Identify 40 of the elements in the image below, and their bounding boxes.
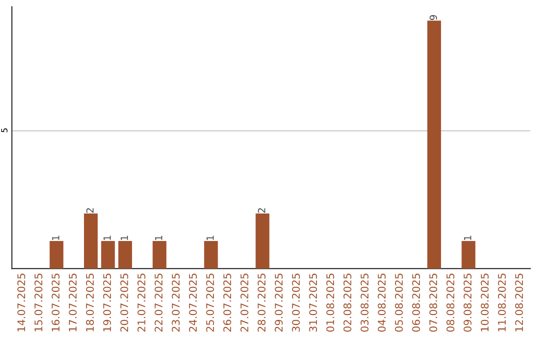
data-label: 2: [258, 208, 266, 213]
x-tick-label: 18.07.2025: [86, 274, 94, 332]
x-tick-label: 08.08.2025: [446, 274, 454, 332]
x-tick-label: 09.08.2025: [464, 274, 472, 332]
data-label: 9: [430, 15, 437, 20]
data-label: 1: [155, 236, 162, 240]
data-label: 1: [120, 236, 128, 240]
x-tick-label: 06.08.2025: [412, 274, 420, 332]
x-tick-label: 11.08.2025: [498, 274, 506, 332]
x-tick-label: 01.08.2025: [326, 274, 334, 332]
data-label: 2: [86, 208, 94, 213]
x-tick-label: 10.08.2025: [480, 274, 489, 332]
x-tick-label: 22.07.2025: [154, 274, 163, 332]
x-tick-label: 25.07.2025: [206, 274, 214, 332]
x-tick-label: 12.08.2025: [515, 274, 524, 332]
x-tick-label: 03.08.2025: [360, 274, 369, 332]
x-tick-label: 05.08.2025: [394, 274, 403, 332]
x-tick-label: 28.07.2025: [258, 274, 266, 332]
data-label: 1: [206, 236, 214, 240]
x-tick-label: 02.08.2025: [343, 274, 352, 332]
x-tick-label: 23.07.2025: [172, 274, 180, 332]
x-tick-label: 31.07.2025: [309, 274, 318, 332]
x-tick-label: 24.07.2025: [188, 274, 197, 332]
data-label: 1: [52, 236, 60, 240]
x-tick-label: 21.07.2025: [137, 274, 146, 332]
x-tick-label: 15.07.2025: [34, 274, 42, 332]
y-tick-label: 5: [1, 128, 8, 132]
x-tick-label: 29.07.2025: [274, 274, 283, 332]
x-tick-label: 04.08.2025: [378, 274, 386, 332]
data-label: 1: [104, 236, 111, 240]
x-tick-label: 14.07.2025: [17, 274, 26, 332]
x-tick-label: 26.07.2025: [223, 274, 232, 332]
x-tick-label: 16.07.2025: [52, 274, 60, 332]
x-tick-label: 27.07.2025: [240, 274, 248, 332]
x-tick-label: 20.07.2025: [120, 274, 128, 332]
x-tick-label: 30.07.2025: [292, 274, 300, 332]
x-tick-label: 19.07.2025: [103, 274, 112, 332]
x-tick-label: 17.07.2025: [68, 274, 77, 332]
x-tick-label: 07.08.2025: [429, 274, 438, 332]
data-label: 1: [464, 236, 472, 240]
